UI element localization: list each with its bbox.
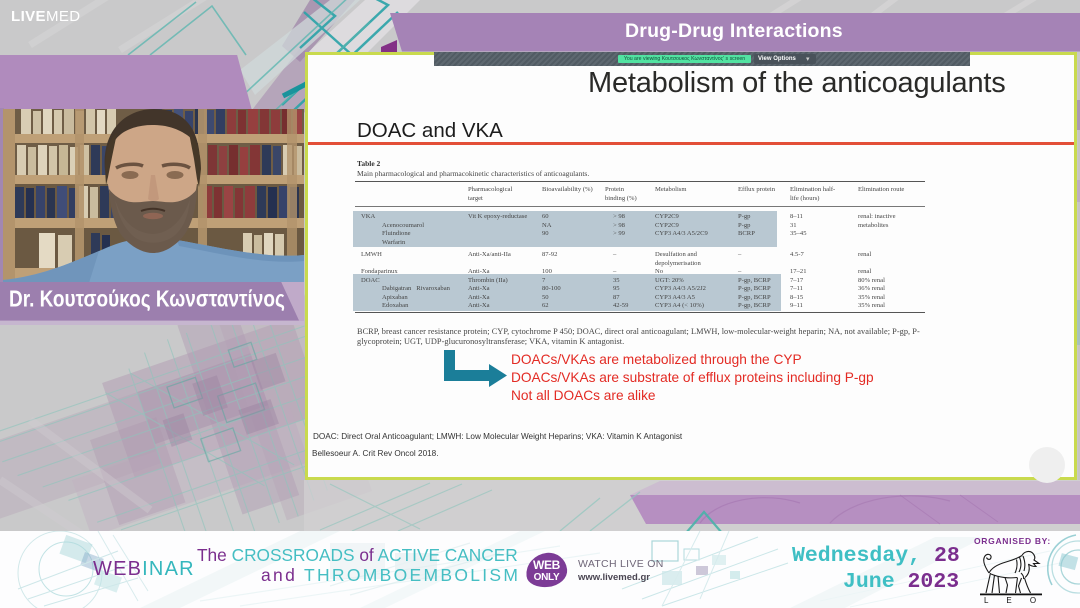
svg-text:L E O: L E O: [984, 596, 1044, 603]
